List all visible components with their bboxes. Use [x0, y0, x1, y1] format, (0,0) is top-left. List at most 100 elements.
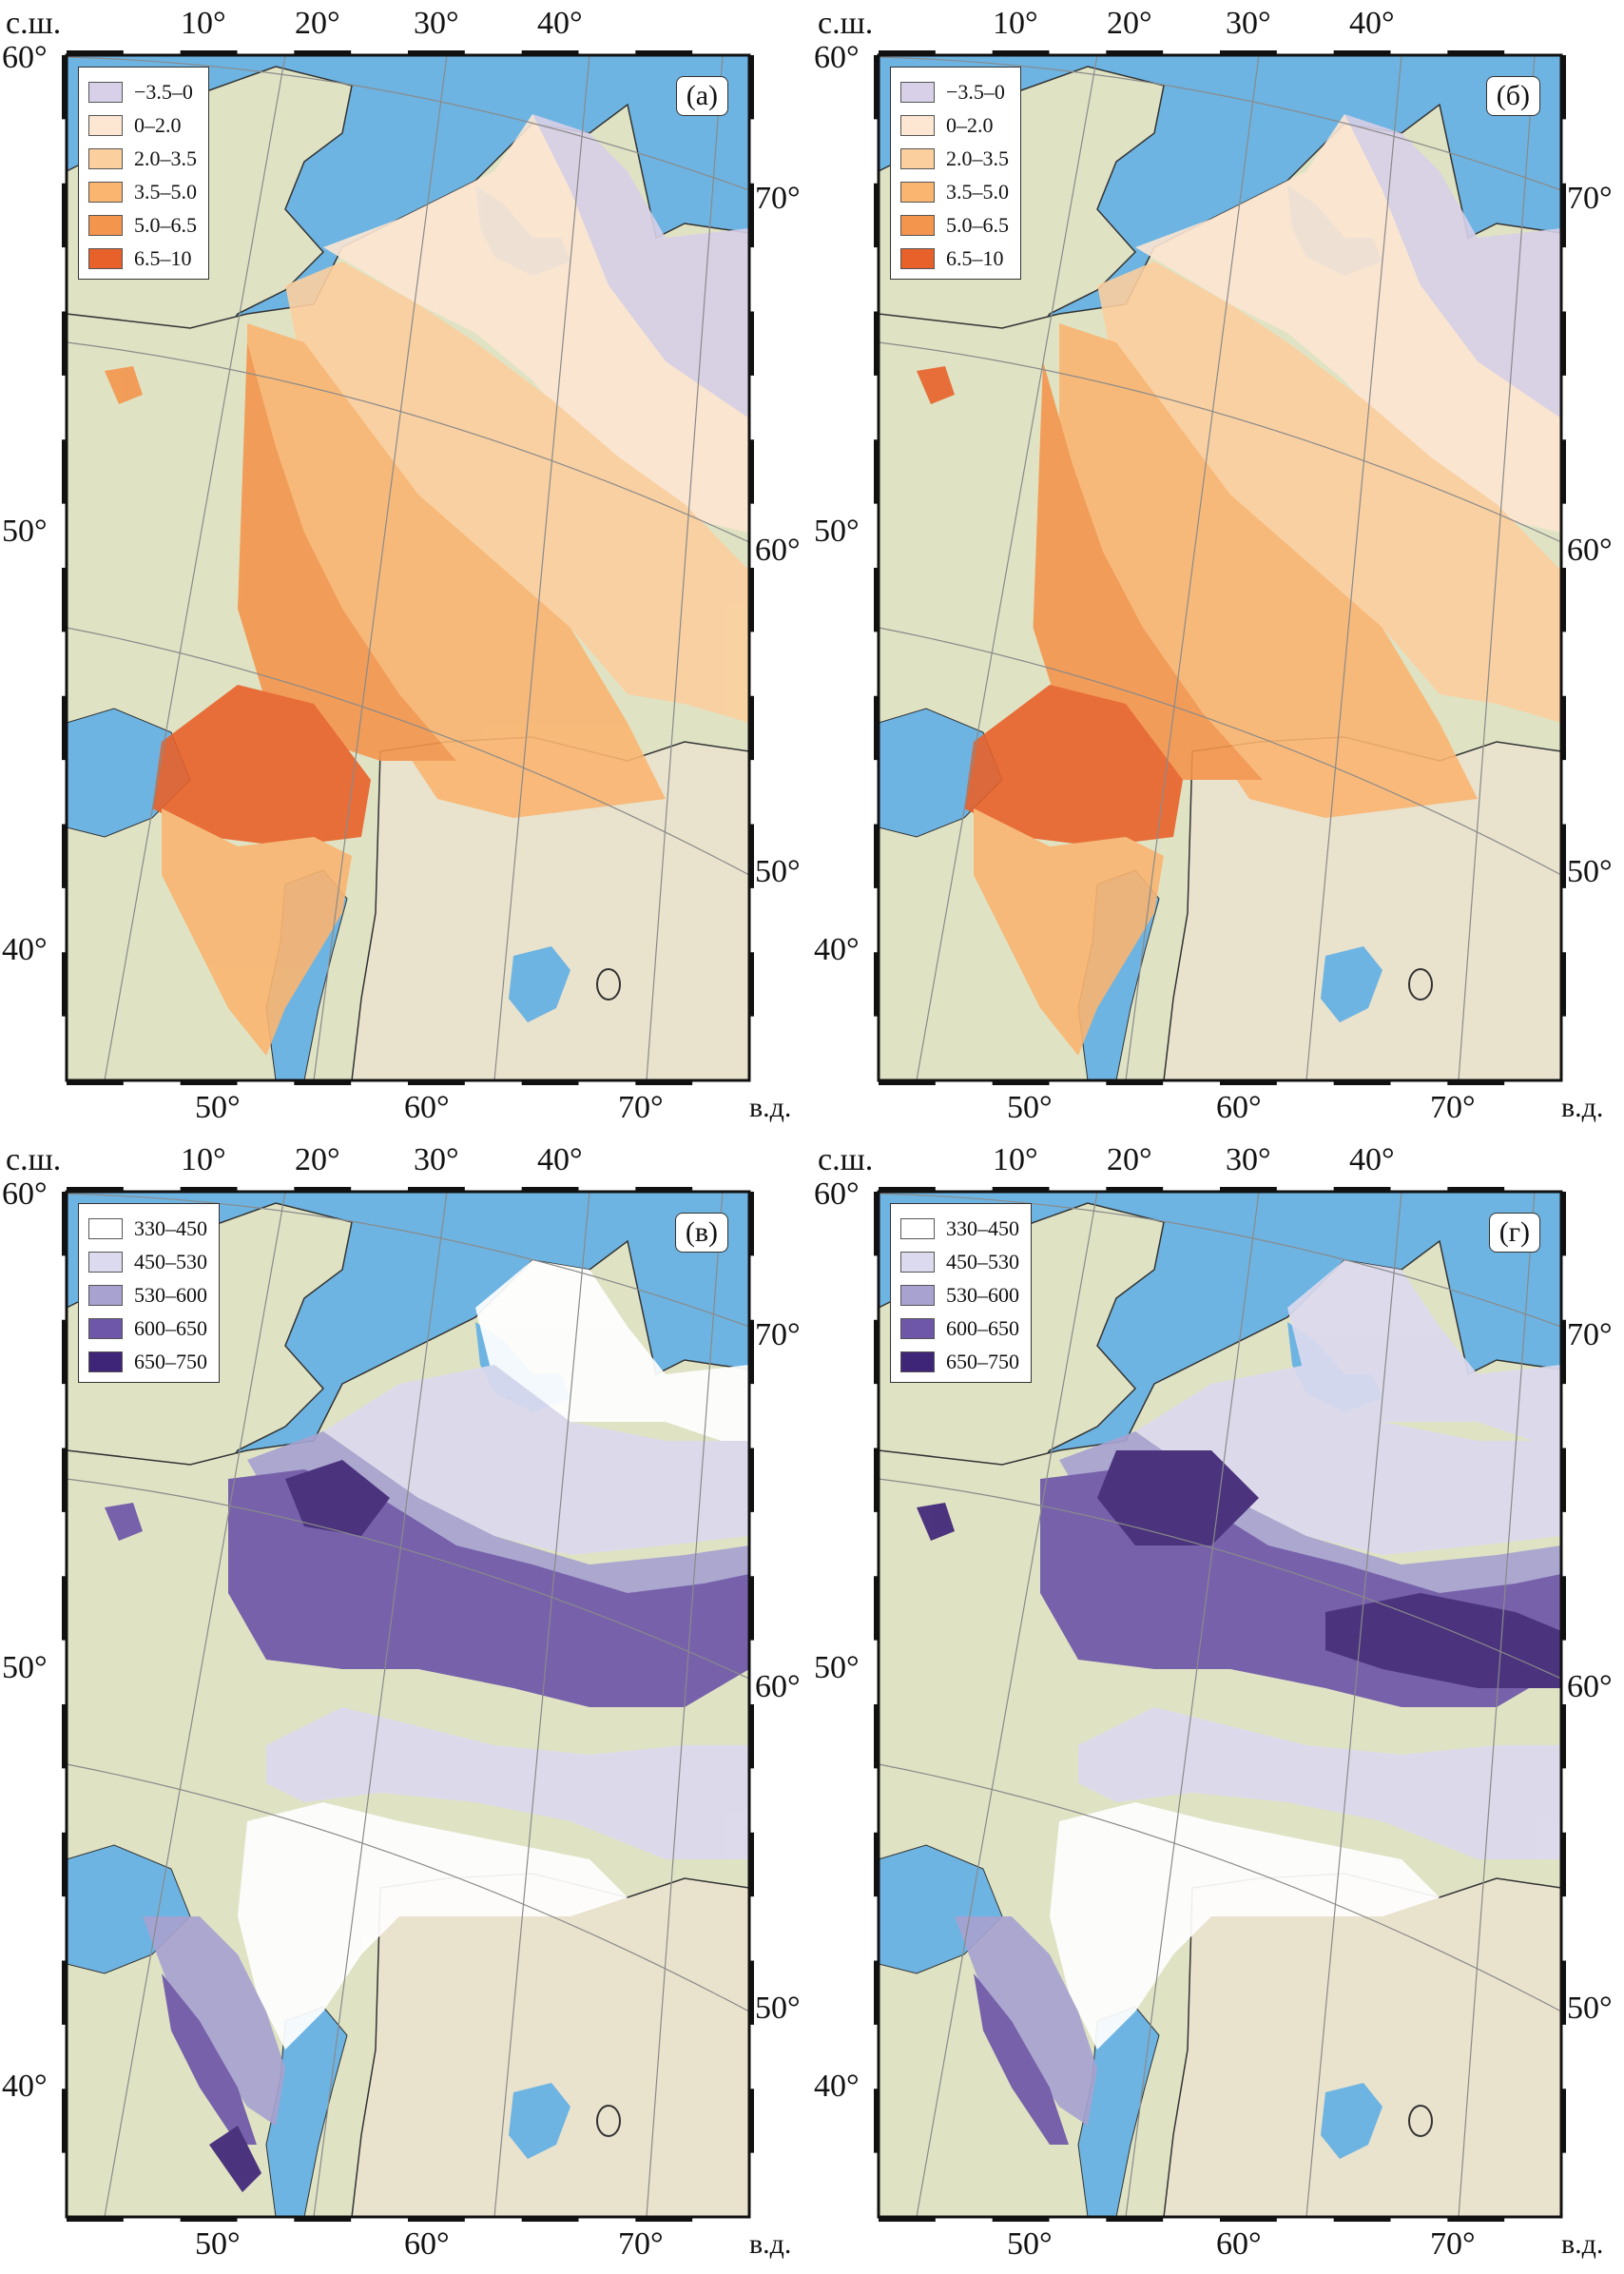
legend-label: 6.5–10: [946, 245, 1004, 270]
legend-item: 3.5–5.0: [900, 175, 1009, 208]
legend-label: 330–450: [946, 1215, 1019, 1240]
contour-zone: [974, 1973, 1069, 2145]
legend-label: 2.0–3.5: [946, 146, 1009, 170]
contour-zone: [162, 1973, 257, 2145]
legend-swatch: [900, 214, 935, 236]
contour-zone: [238, 1802, 628, 2050]
lon-unit-label: в.д.: [1561, 1092, 1604, 1123]
lat-label: 60°: [814, 1176, 860, 1212]
frame-ticks: [62, 50, 754, 1085]
contour-zone: [974, 808, 1164, 1056]
legend-swatch: [900, 1284, 935, 1306]
lon-bottom-label: 60°: [404, 2226, 450, 2262]
kazakhstan-land: [1163, 1873, 1562, 2218]
legend-item: 3.5–5.0: [88, 175, 197, 208]
lon-top-label: 30°: [414, 6, 459, 41]
contour-zone: [238, 342, 456, 761]
right-graticule-label: 50°: [1567, 854, 1613, 889]
contour-zone: [152, 685, 371, 846]
lon-unit-label: в.д.: [1561, 2228, 1604, 2260]
contour-zone: [1033, 361, 1263, 780]
map-panel-v: с.ш. 60° 50° 40° 10° 20° 30° 40° 50° 60° 70° 70° 60°…: [0, 1137, 812, 2268]
contour-zone: [1050, 1802, 1440, 2050]
lat-label: 40°: [814, 2069, 860, 2104]
legend-item: 650–750: [900, 1345, 1019, 1378]
lon-bottom-label: 70°: [1430, 2226, 1476, 2262]
map-panel-g: с.ш. 60° 50° 40° 10° 20° 30° 40° 50° 60° 70° 70° 60°…: [812, 1137, 1624, 2268]
contour-zone: [1059, 323, 1478, 818]
legend-item: 600–650: [88, 1312, 207, 1345]
right-graticule-label: 50°: [755, 854, 801, 889]
right-graticule-label: 60°: [755, 1669, 801, 1704]
lat-label: 50°: [814, 1650, 860, 1685]
legend-swatch: [900, 247, 935, 269]
legend-item: 330–450: [900, 1212, 1019, 1245]
right-graticule-label: 50°: [755, 1991, 801, 2026]
lon-bottom-label: 50°: [195, 2226, 241, 2262]
aral-sea: [1321, 946, 1382, 1022]
panel-tag: (б): [1485, 76, 1540, 116]
lon-top-label: 10°: [993, 1142, 1038, 1177]
lon-top-label: 20°: [295, 1142, 340, 1177]
legend-swatch: [900, 114, 935, 136]
lon-bottom-label: 50°: [195, 1090, 241, 1125]
legend-swatch: [88, 1217, 123, 1239]
lon-bottom-label: 70°: [1430, 1090, 1476, 1125]
legend-item: 5.0–6.5: [900, 208, 1009, 242]
anomaly-overlay: [105, 114, 749, 1056]
lon-top-label: 40°: [537, 1142, 583, 1177]
legend-item: 5.0–6.5: [88, 208, 197, 242]
contour-zone: [162, 808, 352, 1056]
legend-swatch: [88, 1317, 123, 1339]
contour-zone: [285, 262, 749, 723]
legend-label: 5.0–6.5: [946, 212, 1009, 237]
map-svg: [874, 50, 1566, 1085]
lon-bottom-label: 50°: [1007, 2226, 1053, 2262]
frame-ticks: [62, 1187, 754, 2222]
lon-bottom-label: 60°: [404, 1090, 450, 1125]
lon-top-label: 40°: [537, 6, 583, 41]
legend-label: 2.0–3.5: [134, 146, 197, 170]
lon-bottom-label: 60°: [1216, 1090, 1262, 1125]
legend-item: 530–600: [900, 1278, 1019, 1312]
map-legend: 330–450 450–530 530–600 600–650 650–750: [890, 1203, 1032, 1383]
lon-top-label: 30°: [1226, 1142, 1271, 1177]
legend-swatch: [900, 181, 935, 203]
contour-zone: [1078, 1707, 1561, 1859]
lon-top-label: 30°: [1226, 6, 1271, 41]
legend-swatch: [900, 1217, 935, 1239]
legend-label: 0–2.0: [946, 112, 994, 137]
lon-unit-label: в.д.: [749, 1092, 792, 1123]
aral-sea: [509, 946, 570, 1022]
lon-top-label: 10°: [181, 1142, 226, 1177]
legend-label: 3.5–5.0: [134, 179, 197, 204]
panel-tag: (а): [675, 76, 728, 116]
lon-top-label: 30°: [414, 1142, 459, 1177]
legend-swatch: [900, 1251, 935, 1273]
lon-unit-label: в.д.: [749, 2228, 792, 2260]
lon-bottom-label: 60°: [1216, 2226, 1262, 2262]
lon-top-label: 10°: [181, 6, 226, 41]
lake-outline: [1408, 968, 1433, 1001]
legend-item: 330–450: [88, 1212, 207, 1245]
map-svg: [62, 50, 754, 1085]
legend-swatch: [88, 147, 123, 169]
legend-label: 650–750: [946, 1349, 1019, 1373]
legend-item: −3.5–0: [88, 75, 197, 108]
precip-overlay: [917, 1260, 1561, 2145]
legend-item: 6.5–10: [88, 242, 197, 275]
legend-label: 5.0–6.5: [134, 212, 197, 237]
lat-label: 60°: [2, 40, 48, 75]
contour-zone: [1097, 262, 1561, 723]
panel-tag: (в): [674, 1213, 728, 1253]
contour-zone: [964, 685, 1183, 846]
lon-top-label: 20°: [1107, 6, 1152, 41]
legend-label: 6.5–10: [134, 245, 192, 270]
lat-unit-label: с.ш.: [818, 1142, 874, 1177]
legend-item: 450–530: [900, 1245, 1019, 1278]
legend-label: 650–750: [134, 1349, 207, 1373]
map-legend: 330–450 450–530 530–600 600–650 650–750: [78, 1203, 220, 1383]
contour-zone: [105, 366, 143, 404]
legend-item: 600–650: [900, 1312, 1019, 1345]
lon-bottom-label: 70°: [618, 2226, 664, 2262]
